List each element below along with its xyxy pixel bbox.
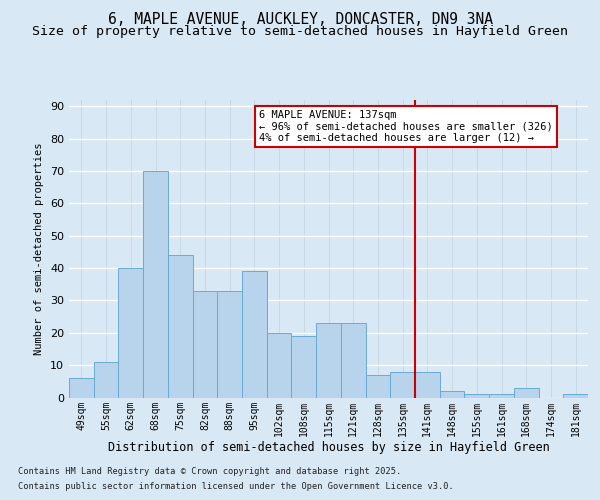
Bar	[514, 388, 539, 398]
Bar	[217, 291, 242, 398]
Bar	[94, 362, 118, 398]
Bar	[292, 336, 316, 398]
Bar	[168, 255, 193, 398]
Text: 6 MAPLE AVENUE: 137sqm
← 96% of semi-detached houses are smaller (326)
4% of sem: 6 MAPLE AVENUE: 137sqm ← 96% of semi-det…	[259, 110, 553, 143]
Bar	[316, 323, 341, 398]
Bar	[489, 394, 514, 398]
Text: Contains public sector information licensed under the Open Government Licence v3: Contains public sector information licen…	[18, 482, 454, 491]
Text: 6, MAPLE AVENUE, AUCKLEY, DONCASTER, DN9 3NA: 6, MAPLE AVENUE, AUCKLEY, DONCASTER, DN9…	[107, 12, 493, 28]
Bar	[341, 323, 365, 398]
Bar	[242, 272, 267, 398]
Bar	[563, 394, 588, 398]
Bar	[440, 391, 464, 398]
X-axis label: Distribution of semi-detached houses by size in Hayfield Green: Distribution of semi-detached houses by …	[107, 441, 550, 454]
Bar	[464, 394, 489, 398]
Bar	[193, 291, 217, 398]
Text: Size of property relative to semi-detached houses in Hayfield Green: Size of property relative to semi-detach…	[32, 24, 568, 38]
Bar	[267, 333, 292, 398]
Text: Contains HM Land Registry data © Crown copyright and database right 2025.: Contains HM Land Registry data © Crown c…	[18, 467, 401, 476]
Bar	[365, 375, 390, 398]
Bar	[415, 372, 440, 398]
Bar	[118, 268, 143, 398]
Y-axis label: Number of semi-detached properties: Number of semi-detached properties	[34, 142, 44, 355]
Bar	[390, 372, 415, 398]
Bar	[143, 171, 168, 398]
Bar	[69, 378, 94, 398]
